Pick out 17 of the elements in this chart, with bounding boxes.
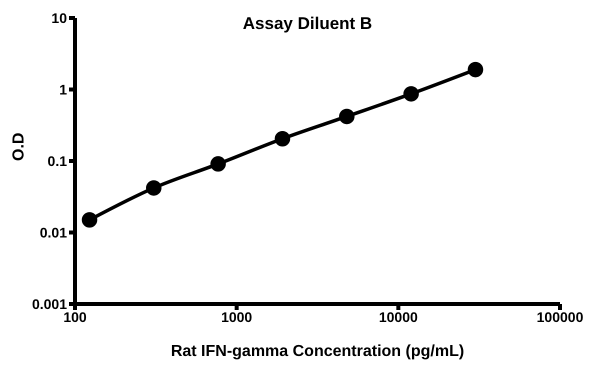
y-tick-label: 0.1 — [48, 152, 68, 169]
point — [274, 130, 290, 146]
point — [339, 108, 355, 124]
x-tick-label: 1000 — [221, 308, 252, 325]
x-tick-label: 100000 — [536, 308, 584, 325]
point — [403, 86, 419, 102]
x-tick-label: 10000 — [378, 308, 418, 325]
point — [82, 212, 98, 228]
point — [468, 62, 484, 78]
point — [146, 180, 162, 196]
chart-title: Assay Diluent B — [242, 14, 372, 33]
y-tick-label: 10 — [51, 10, 68, 26]
x-axis-title: Rat IFN-gamma Concentration (pg/mL) — [170, 343, 464, 360]
y-tick-label: 0.01 — [40, 224, 68, 240]
point — [210, 156, 226, 172]
y-tick-label: 1 — [59, 81, 68, 98]
y-axis-title: O.D — [10, 132, 28, 161]
